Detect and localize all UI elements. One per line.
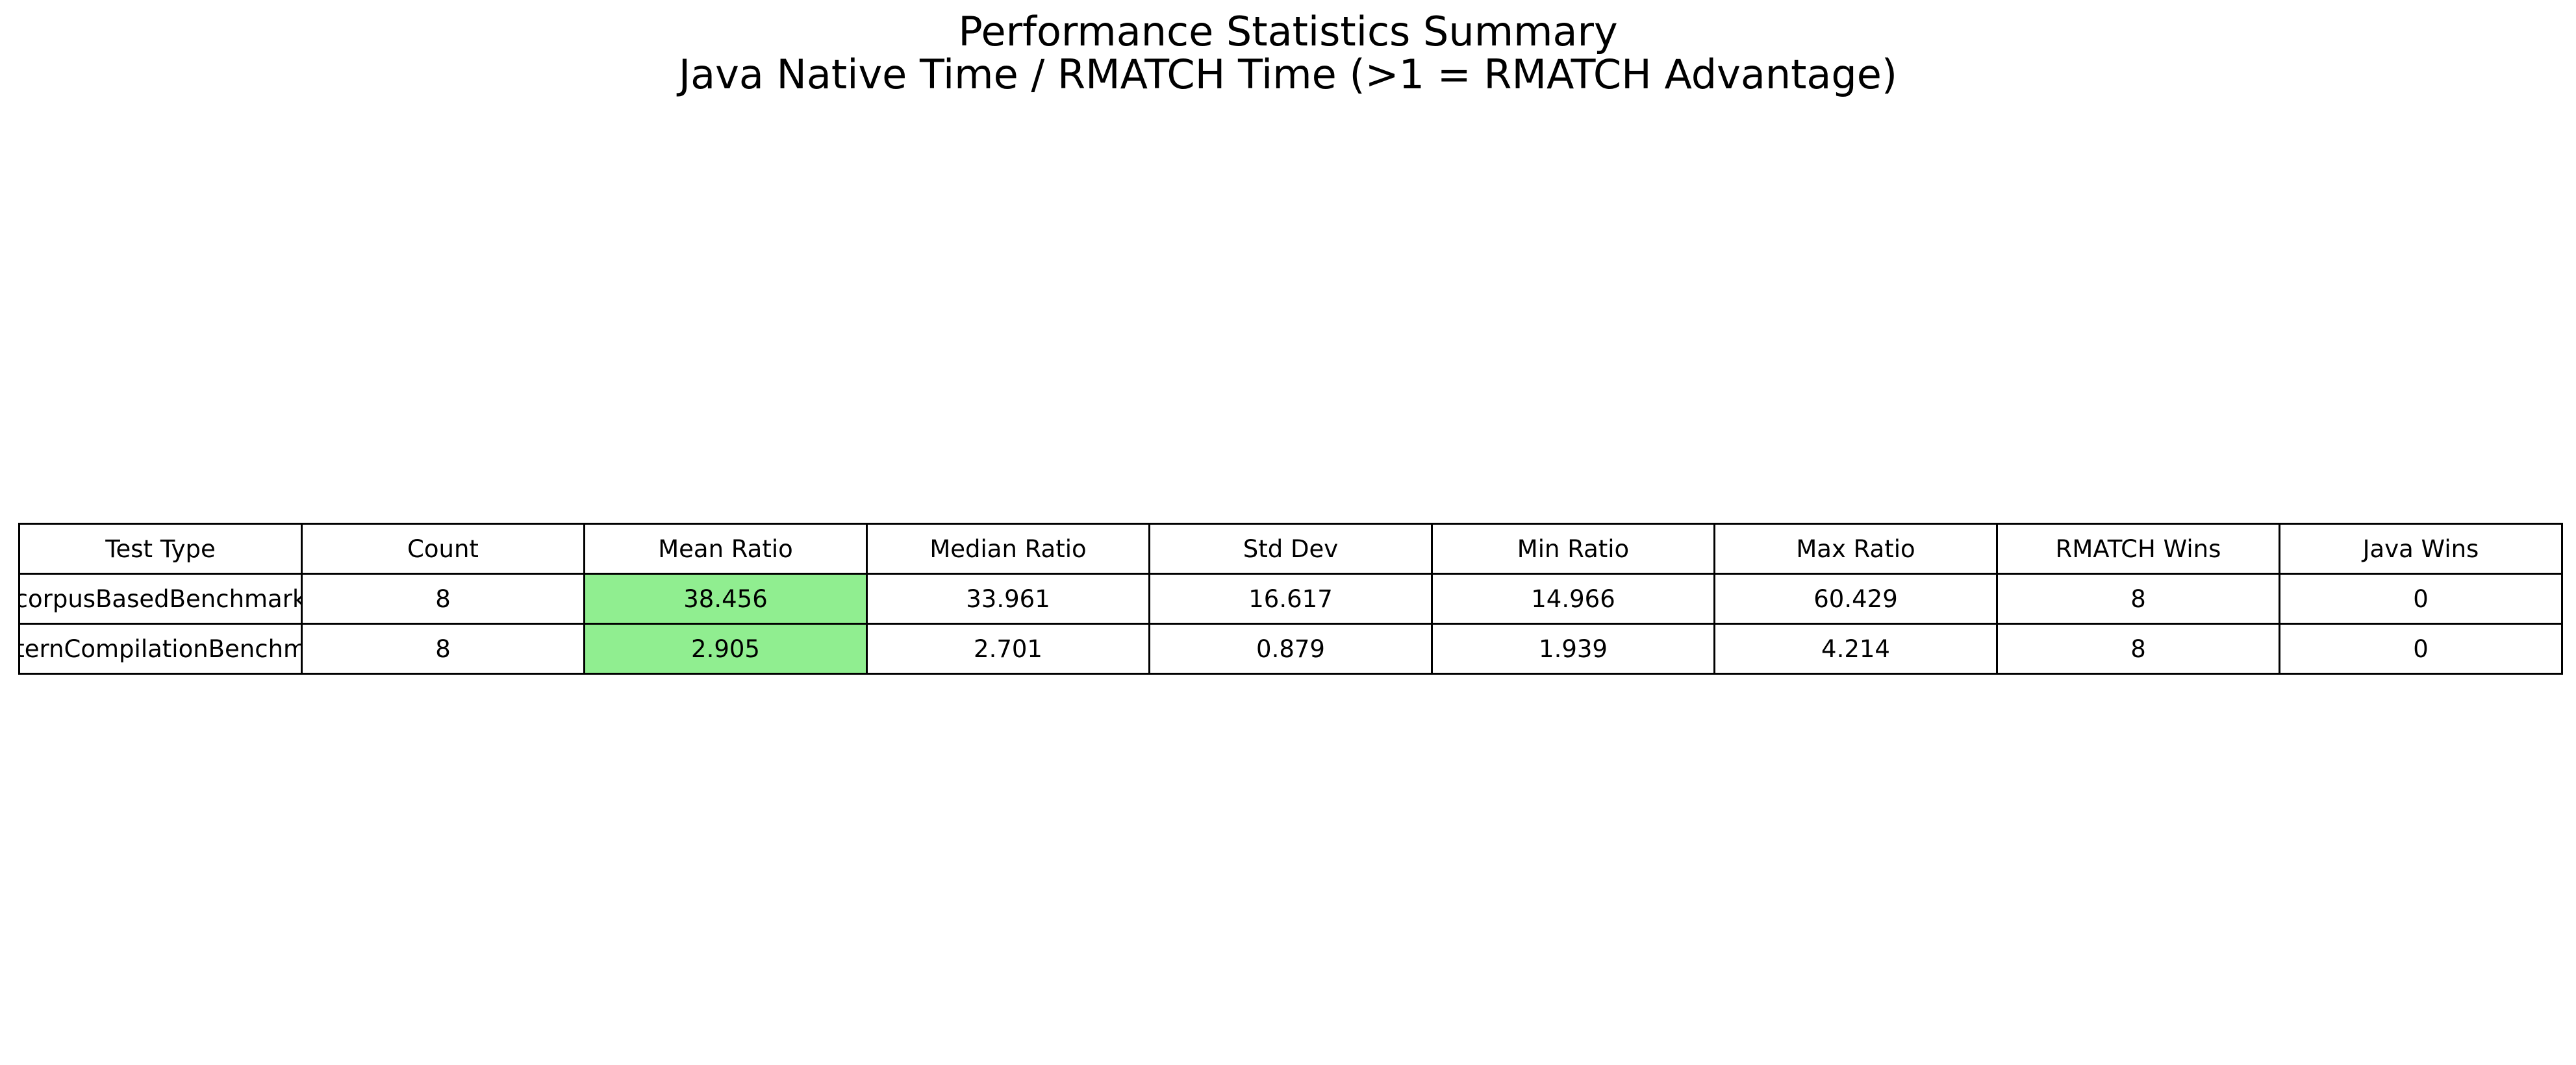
- cell-java-wins: 0: [2279, 573, 2563, 625]
- cell-median-ratio: 2.701: [866, 623, 1150, 675]
- column-header-count: Count: [301, 523, 585, 575]
- table-header-row: Test Type Count Mean Ratio Median Ratio …: [18, 523, 2563, 575]
- cell-count: 8: [301, 623, 585, 675]
- cell-median-ratio: 33.961: [866, 573, 1150, 625]
- chart-title-block: Performance Statistics Summary Java Nati…: [0, 10, 2576, 96]
- stats-table: Test Type Count Mean Ratio Median Ratio …: [18, 523, 2563, 675]
- cell-mean-ratio: 38.456: [583, 573, 868, 625]
- column-header-java-wins: Java Wins: [2279, 523, 2563, 575]
- cell-max-ratio: 60.429: [1713, 573, 1998, 625]
- column-header-test-type: Test Type: [18, 523, 303, 575]
- cell-java-wins: 0: [2279, 623, 2563, 675]
- column-header-std-dev: Std Dev: [1148, 523, 1433, 575]
- chart-title: Performance Statistics Summary: [958, 8, 1618, 55]
- column-header-max-ratio: Max Ratio: [1713, 523, 1998, 575]
- cell-rmatch-wins: 8: [1996, 573, 2280, 625]
- chart-subtitle: Java Native Time / RMATCH Time (>1 = RMA…: [678, 51, 1898, 98]
- cell-min-ratio: 14.966: [1431, 573, 1715, 625]
- column-header-rmatch-wins: RMATCH Wins: [1996, 523, 2280, 575]
- cell-mean-ratio: 2.905: [583, 623, 868, 675]
- cell-std-dev: 16.617: [1148, 573, 1433, 625]
- column-header-mean-ratio: Mean Ratio: [583, 523, 868, 575]
- cell-rmatch-wins: 8: [1996, 623, 2280, 675]
- stats-table-container: Test Type Count Mean Ratio Median Ratio …: [18, 523, 2563, 675]
- cell-count: 8: [301, 573, 585, 625]
- cell-std-dev: 0.879: [1148, 623, 1433, 675]
- cell-test-type: corpusBasedBenchmark: [18, 573, 303, 625]
- column-header-min-ratio: Min Ratio: [1431, 523, 1715, 575]
- table-row: patternCompilationBenchmark 8 2.905 2.70…: [18, 623, 2563, 675]
- cell-test-type: patternCompilationBenchmark: [18, 623, 303, 675]
- cell-max-ratio: 4.214: [1713, 623, 1998, 675]
- column-header-median-ratio: Median Ratio: [866, 523, 1150, 575]
- cell-min-ratio: 1.939: [1431, 623, 1715, 675]
- table-row: corpusBasedBenchmark 8 38.456 33.961 16.…: [18, 573, 2563, 625]
